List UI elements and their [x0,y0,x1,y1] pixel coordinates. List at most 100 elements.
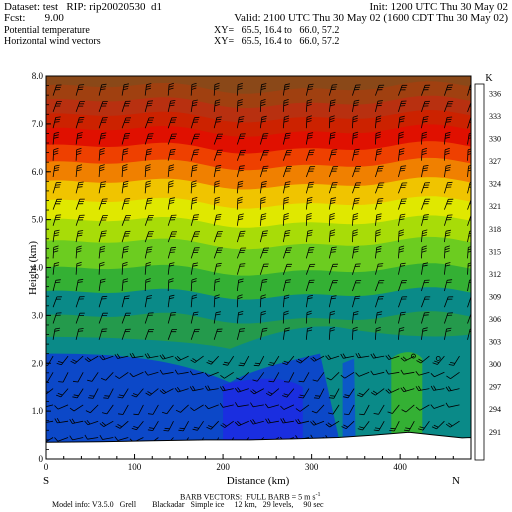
wind-barb [175,404,189,413]
wind-barb [305,115,312,129]
wind-barb [121,164,128,178]
forecast-hour-label: Fcst: 9.00 [4,12,64,24]
colorbar-label: 315 [489,247,501,256]
wind-barb [352,229,358,243]
wind-barb [282,181,291,194]
wind-barb [398,213,406,226]
wind-barb [236,180,244,194]
wind-barb [259,150,270,161]
wind-barb [268,372,280,383]
wind-barb [375,148,383,161]
wind-barb [467,101,471,113]
wind-barb [467,199,471,210]
wind-barb [167,117,177,129]
theta-band-309 [391,352,423,459]
wind-barb [282,230,291,243]
wind-barb [174,369,189,375]
wind-barb [444,214,453,226]
wind-barb [144,164,151,178]
field-name-wind: Horizontal wind vectors [4,36,101,47]
wind-barb [204,371,219,377]
wind-barb [167,278,174,292]
wind-barb [259,310,267,324]
wind-barb [121,278,129,292]
wind-barb [421,147,428,161]
wind-barb [352,213,359,226]
wind-barb [282,310,289,324]
wind-barb [444,181,453,194]
wind-barb [75,181,84,194]
wind-barb [421,229,428,243]
x-tick-label: 100 [128,462,142,472]
wind-barb [85,404,99,414]
wind-barb [467,296,471,308]
wind-barb [325,354,340,360]
wind-barb [52,84,62,96]
wind-barb [52,116,61,129]
wind-barb [282,115,290,129]
wind-barb [375,182,385,194]
wind-barb [167,164,175,178]
wind-barb [305,327,313,340]
wind-barb [375,263,384,275]
colorbar-label: 324 [489,180,501,189]
field-name-theta: Potential temperature [4,25,90,36]
wind-barb [387,404,400,414]
wind-barb [444,147,450,161]
wind-barb [430,371,445,378]
x-end-label-south: S [43,475,49,487]
wind-barb [236,310,244,324]
wind-barb [98,181,107,194]
wind-barb [352,84,361,96]
wind-barb [259,133,269,145]
wind-barb [264,403,280,409]
wind-barb [305,310,312,324]
wind-barb [431,420,445,430]
wind-barb [144,83,152,96]
colorbar-label: 336 [489,89,501,98]
wind-barb [213,294,220,308]
wind-barb [75,214,85,226]
wind-barb [375,229,381,243]
wind-barb [415,404,430,411]
wind-barb [312,372,325,382]
wind-barb [415,385,430,391]
wind-barb [190,197,198,210]
wind-barb [236,116,245,129]
wind-barb [444,198,454,210]
wind-barb [265,388,280,397]
wind-barb [52,101,62,113]
wind-barb [352,131,359,145]
wind-barb [370,388,385,396]
wind-barb [445,420,460,428]
colorbar-label: 294 [489,405,501,414]
wind-barb [52,245,59,259]
wind-barb [219,385,234,392]
wind-barb [75,328,84,340]
wind-barb [398,131,404,145]
wind-barb [121,198,131,210]
wind-barb [421,198,431,210]
wind-barb [98,261,105,275]
wind-barb [253,355,265,367]
wind-barb [52,214,62,226]
wind-barb [144,312,154,324]
wind-barb [190,231,201,243]
wind-barb [98,148,105,161]
wind-barb [421,279,430,292]
wind-barb [430,385,445,391]
wind-barb [121,215,131,226]
wind-barb [75,245,82,259]
wind-barb [305,99,313,112]
wind-barb [236,133,246,145]
barb-legend: BARB VECTORS: FULL BARB = 5 m s-1 [180,492,321,502]
wind-barb [220,371,234,379]
wind-barb [373,421,385,432]
wind-barb [189,370,204,376]
wind-barb [84,355,99,363]
wind-barb [352,115,359,129]
wind-barb [282,166,292,178]
wind-barb [352,295,361,308]
wind-barb [144,133,154,145]
wind-barb [310,355,325,362]
